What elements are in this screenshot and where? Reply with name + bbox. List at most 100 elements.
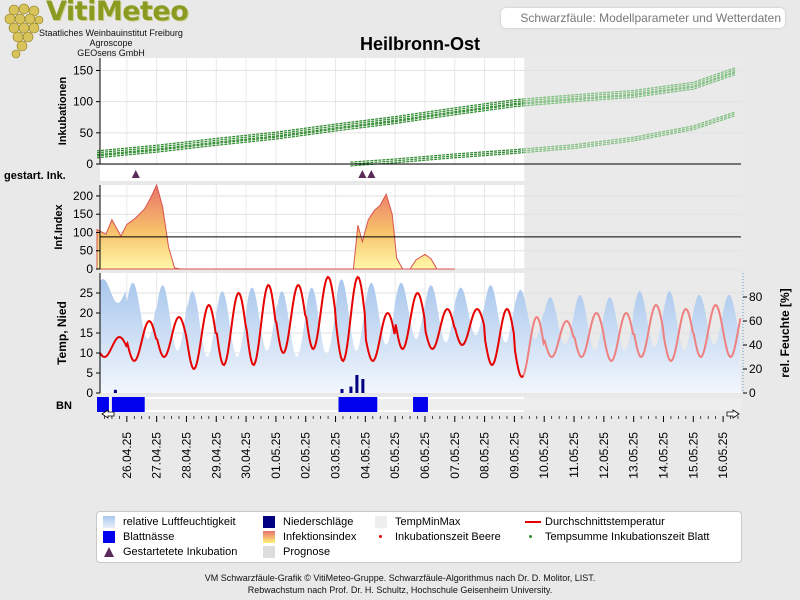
temperature-tick-label: 0 bbox=[86, 386, 93, 400]
incubation-line-1-forecast bbox=[523, 74, 736, 107]
x-tick-label: 07.05.25 bbox=[448, 432, 462, 479]
infection-tick-label: 200 bbox=[73, 189, 93, 203]
legend: relative Luftfeuchtigkeit Niederschläge … bbox=[96, 511, 742, 563]
temperature-tick-label: 10 bbox=[80, 346, 94, 360]
incubation-line-4 bbox=[96, 100, 524, 154]
x-tick-label: 28.04.25 bbox=[179, 432, 193, 479]
temperature-tick-label: 15 bbox=[80, 326, 94, 340]
scroll-left-icon bbox=[101, 409, 115, 419]
x-tick-label: 10.05.25 bbox=[537, 432, 551, 479]
incubation-tick-label: 0 bbox=[86, 157, 93, 171]
humidity-tick-label: 20 bbox=[749, 362, 763, 376]
infection-tick-label: 150 bbox=[73, 207, 93, 221]
x-tick-label: 16.05.25 bbox=[716, 432, 730, 479]
leaf-wetness-bar bbox=[97, 397, 109, 412]
incubation-line-5 bbox=[96, 98, 524, 152]
grape-logo-icon bbox=[4, 3, 44, 59]
incubation-late-line-3-forecast bbox=[523, 111, 736, 150]
leaf-wetness-swatch-icon bbox=[103, 531, 115, 543]
footer-line-2: Rebwachstum nach Prof. Dr. H. Schultz, H… bbox=[247, 585, 553, 595]
footer-line-1: VM Schwarzfäule-Grafik © VitiMeteo-Grupp… bbox=[204, 573, 596, 583]
infection-tick-label: 50 bbox=[80, 244, 94, 258]
incubation-line-5-forecast bbox=[523, 67, 736, 100]
triangle-icon bbox=[104, 547, 114, 557]
incubation-line-3 bbox=[96, 102, 524, 156]
legend-label: Inkubationszeit Beere bbox=[395, 531, 501, 543]
logo-line-1: Staatliches Weinbauinstitut Freiburg bbox=[39, 28, 183, 38]
incubation-line-2 bbox=[96, 103, 524, 157]
humidity-swatch-icon bbox=[103, 516, 115, 528]
incubation-line-2-forecast bbox=[523, 72, 736, 105]
chart-subtitle-box: Schwarzfäule: Modellparameter und Wetter… bbox=[501, 8, 785, 28]
legend-label: Tempsumme Inkubationszeit Blatt bbox=[545, 531, 710, 543]
incubation-line-4-forecast bbox=[523, 69, 736, 102]
forecast-shade bbox=[524, 185, 741, 269]
precipitation-bar bbox=[349, 386, 353, 393]
x-tick-label: 11.05.25 bbox=[567, 432, 581, 478]
legend-label: Prognose bbox=[283, 546, 331, 558]
infection-axis-label: Inf.Index bbox=[53, 204, 65, 250]
temperature-line bbox=[99, 275, 525, 379]
incubation-axis-label: Inkubationen bbox=[57, 77, 69, 146]
humidity-tick-label: 40 bbox=[749, 338, 763, 352]
legend-label: Niederschläge bbox=[283, 516, 354, 528]
precipitation-bar bbox=[361, 379, 365, 393]
x-tick-label: 01.05.25 bbox=[269, 432, 283, 479]
incubation-late-line-2-forecast bbox=[523, 113, 736, 152]
legend-label: Durchschnittstemperatur bbox=[545, 516, 665, 528]
infection-index-area bbox=[96, 183, 455, 270]
precipitation-bar bbox=[355, 375, 359, 393]
temperature-tick-label: 20 bbox=[80, 306, 94, 320]
started-incubation-marker bbox=[358, 170, 367, 178]
infection-swatch-icon bbox=[263, 531, 275, 543]
started-incubation-marker bbox=[367, 170, 376, 178]
precipitation-bar bbox=[113, 389, 117, 393]
legend-label: TempMinMax bbox=[395, 516, 461, 528]
x-tick-label: 14.05.25 bbox=[656, 432, 670, 479]
temperature-tick-label: 5 bbox=[86, 366, 93, 380]
x-tick-label: 05.05.25 bbox=[388, 432, 402, 479]
humidity-tick-label: 0 bbox=[749, 386, 756, 400]
incubation-line-3-forecast bbox=[523, 70, 736, 104]
legend-label: Blattnässe bbox=[123, 531, 175, 543]
started-incubation-label: gestart. Ink. bbox=[4, 170, 66, 182]
tempminmax-swatch-icon bbox=[375, 516, 387, 528]
infection-tick-label: 0 bbox=[86, 262, 93, 276]
incubation-line-1 bbox=[96, 105, 524, 159]
humidity-area bbox=[100, 279, 741, 393]
leaf-wetness-bar bbox=[338, 397, 378, 412]
incubation-tick-label: 100 bbox=[73, 95, 93, 109]
x-tick-label: 08.05.25 bbox=[478, 432, 492, 479]
temperature-tick-label: 25 bbox=[80, 286, 94, 300]
x-tick-label: 03.05.25 bbox=[329, 432, 343, 479]
forecast-swatch-icon bbox=[263, 546, 275, 558]
chart-title: Heilbronn-Ost bbox=[360, 34, 480, 54]
precipitation-bar bbox=[340, 389, 344, 393]
incubation-tick-label: 50 bbox=[80, 126, 94, 140]
incubation-tick-label: 150 bbox=[73, 63, 93, 77]
footer: VM Schwarzfäule-Grafik © VitiMeteo-Grupp… bbox=[0, 572, 800, 596]
header: VitiMeteo Staatliches Weinbauinstitut Fr… bbox=[0, 0, 800, 62]
x-tick-label: 26.04.25 bbox=[120, 432, 134, 479]
incubation-late-line-1-forecast bbox=[523, 115, 736, 154]
temperature-line-icon bbox=[525, 521, 541, 523]
x-tick-label: 04.05.25 bbox=[358, 432, 372, 479]
x-tick-label: 06.05.25 bbox=[418, 432, 432, 479]
incubation-late-line-3 bbox=[350, 148, 524, 163]
humidity-tick-label: 80 bbox=[749, 290, 763, 304]
green-dot-icon bbox=[529, 535, 532, 538]
x-tick-label: 09.05.25 bbox=[507, 432, 521, 479]
leaf-wetness-label: BN bbox=[56, 400, 72, 412]
temperature-forecast-line bbox=[522, 303, 742, 376]
legend-label: Infektionsindex bbox=[283, 531, 357, 543]
humidity-tick-label: 60 bbox=[749, 314, 763, 328]
logo-line-3: GEOsens GmbH bbox=[77, 48, 145, 58]
x-tick-label: 30.04.25 bbox=[239, 432, 253, 479]
red-dot-icon bbox=[379, 535, 382, 538]
x-tick-label: 13.05.25 bbox=[627, 432, 641, 479]
weather-axis-label: Temp, Nied bbox=[55, 301, 69, 365]
x-tick-label: 27.04.25 bbox=[150, 432, 164, 479]
x-tick-label: 15.05.25 bbox=[686, 432, 700, 479]
incubation-late-line-2 bbox=[350, 150, 524, 165]
